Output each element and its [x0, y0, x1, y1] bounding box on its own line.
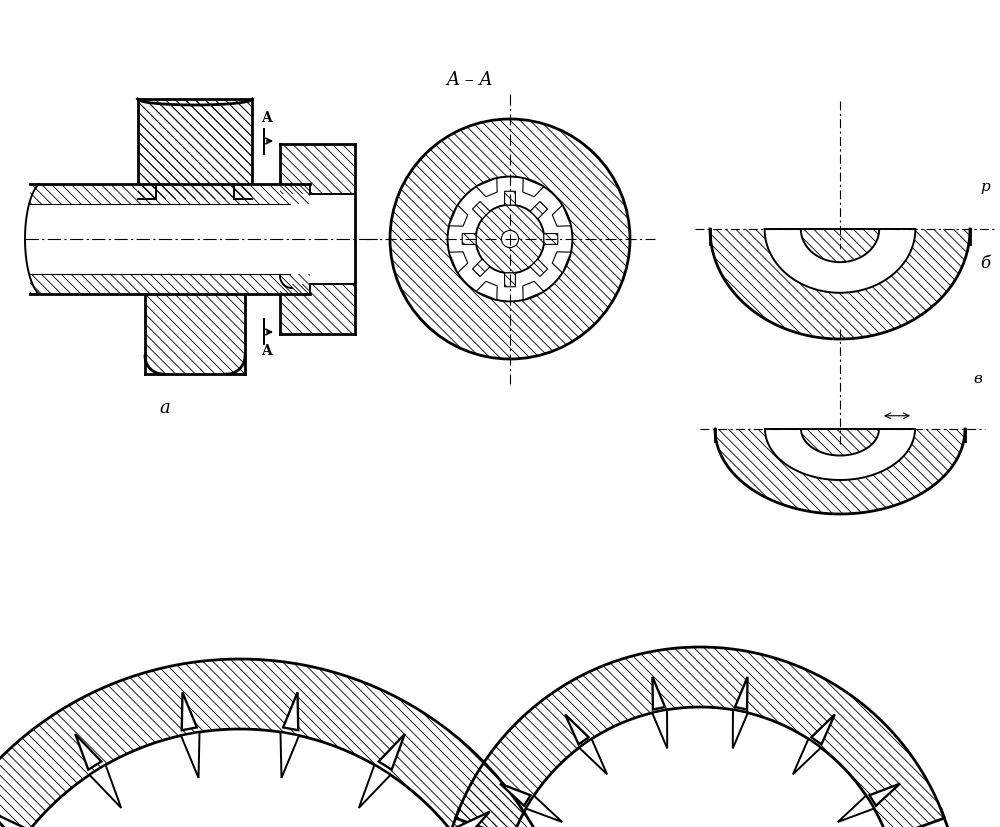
Polygon shape: [448, 177, 572, 302]
Polygon shape: [0, 812, 25, 827]
Polygon shape: [505, 192, 515, 206]
Polygon shape: [359, 765, 391, 808]
Text: а: а: [160, 399, 170, 417]
Polygon shape: [476, 282, 497, 301]
Polygon shape: [472, 260, 490, 277]
Polygon shape: [552, 206, 571, 227]
Circle shape: [448, 177, 572, 302]
Polygon shape: [182, 692, 197, 730]
Text: б: б: [980, 255, 990, 272]
Polygon shape: [869, 784, 900, 805]
Polygon shape: [765, 230, 915, 294]
Polygon shape: [526, 796, 562, 822]
Text: A – A: A – A: [447, 71, 493, 88]
Polygon shape: [476, 179, 497, 198]
Text: A: A: [261, 343, 272, 357]
Polygon shape: [449, 252, 468, 274]
Polygon shape: [181, 732, 200, 778]
Polygon shape: [283, 692, 298, 730]
Polygon shape: [500, 784, 531, 805]
Polygon shape: [379, 734, 405, 770]
Polygon shape: [472, 202, 490, 220]
Polygon shape: [449, 206, 468, 227]
Polygon shape: [793, 739, 821, 774]
Polygon shape: [530, 202, 548, 220]
Text: в: в: [870, 458, 880, 476]
Polygon shape: [801, 429, 879, 456]
Circle shape: [501, 231, 519, 248]
Polygon shape: [735, 677, 748, 710]
Polygon shape: [455, 812, 490, 827]
Polygon shape: [89, 765, 121, 808]
Polygon shape: [811, 715, 835, 744]
Polygon shape: [544, 234, 558, 245]
Polygon shape: [733, 710, 748, 748]
Polygon shape: [523, 179, 544, 198]
Polygon shape: [579, 739, 607, 774]
Polygon shape: [523, 282, 544, 301]
Polygon shape: [652, 677, 665, 710]
Text: в: в: [973, 372, 982, 385]
Text: р: р: [980, 180, 990, 194]
Polygon shape: [765, 429, 915, 480]
Polygon shape: [462, 234, 476, 245]
Polygon shape: [552, 252, 571, 274]
Polygon shape: [505, 274, 515, 288]
Polygon shape: [280, 732, 299, 778]
Circle shape: [476, 205, 544, 274]
Polygon shape: [838, 796, 874, 822]
Polygon shape: [75, 734, 101, 770]
Polygon shape: [530, 260, 548, 277]
Polygon shape: [565, 715, 589, 744]
Text: A: A: [261, 111, 272, 125]
Polygon shape: [652, 710, 667, 748]
Polygon shape: [801, 230, 879, 263]
